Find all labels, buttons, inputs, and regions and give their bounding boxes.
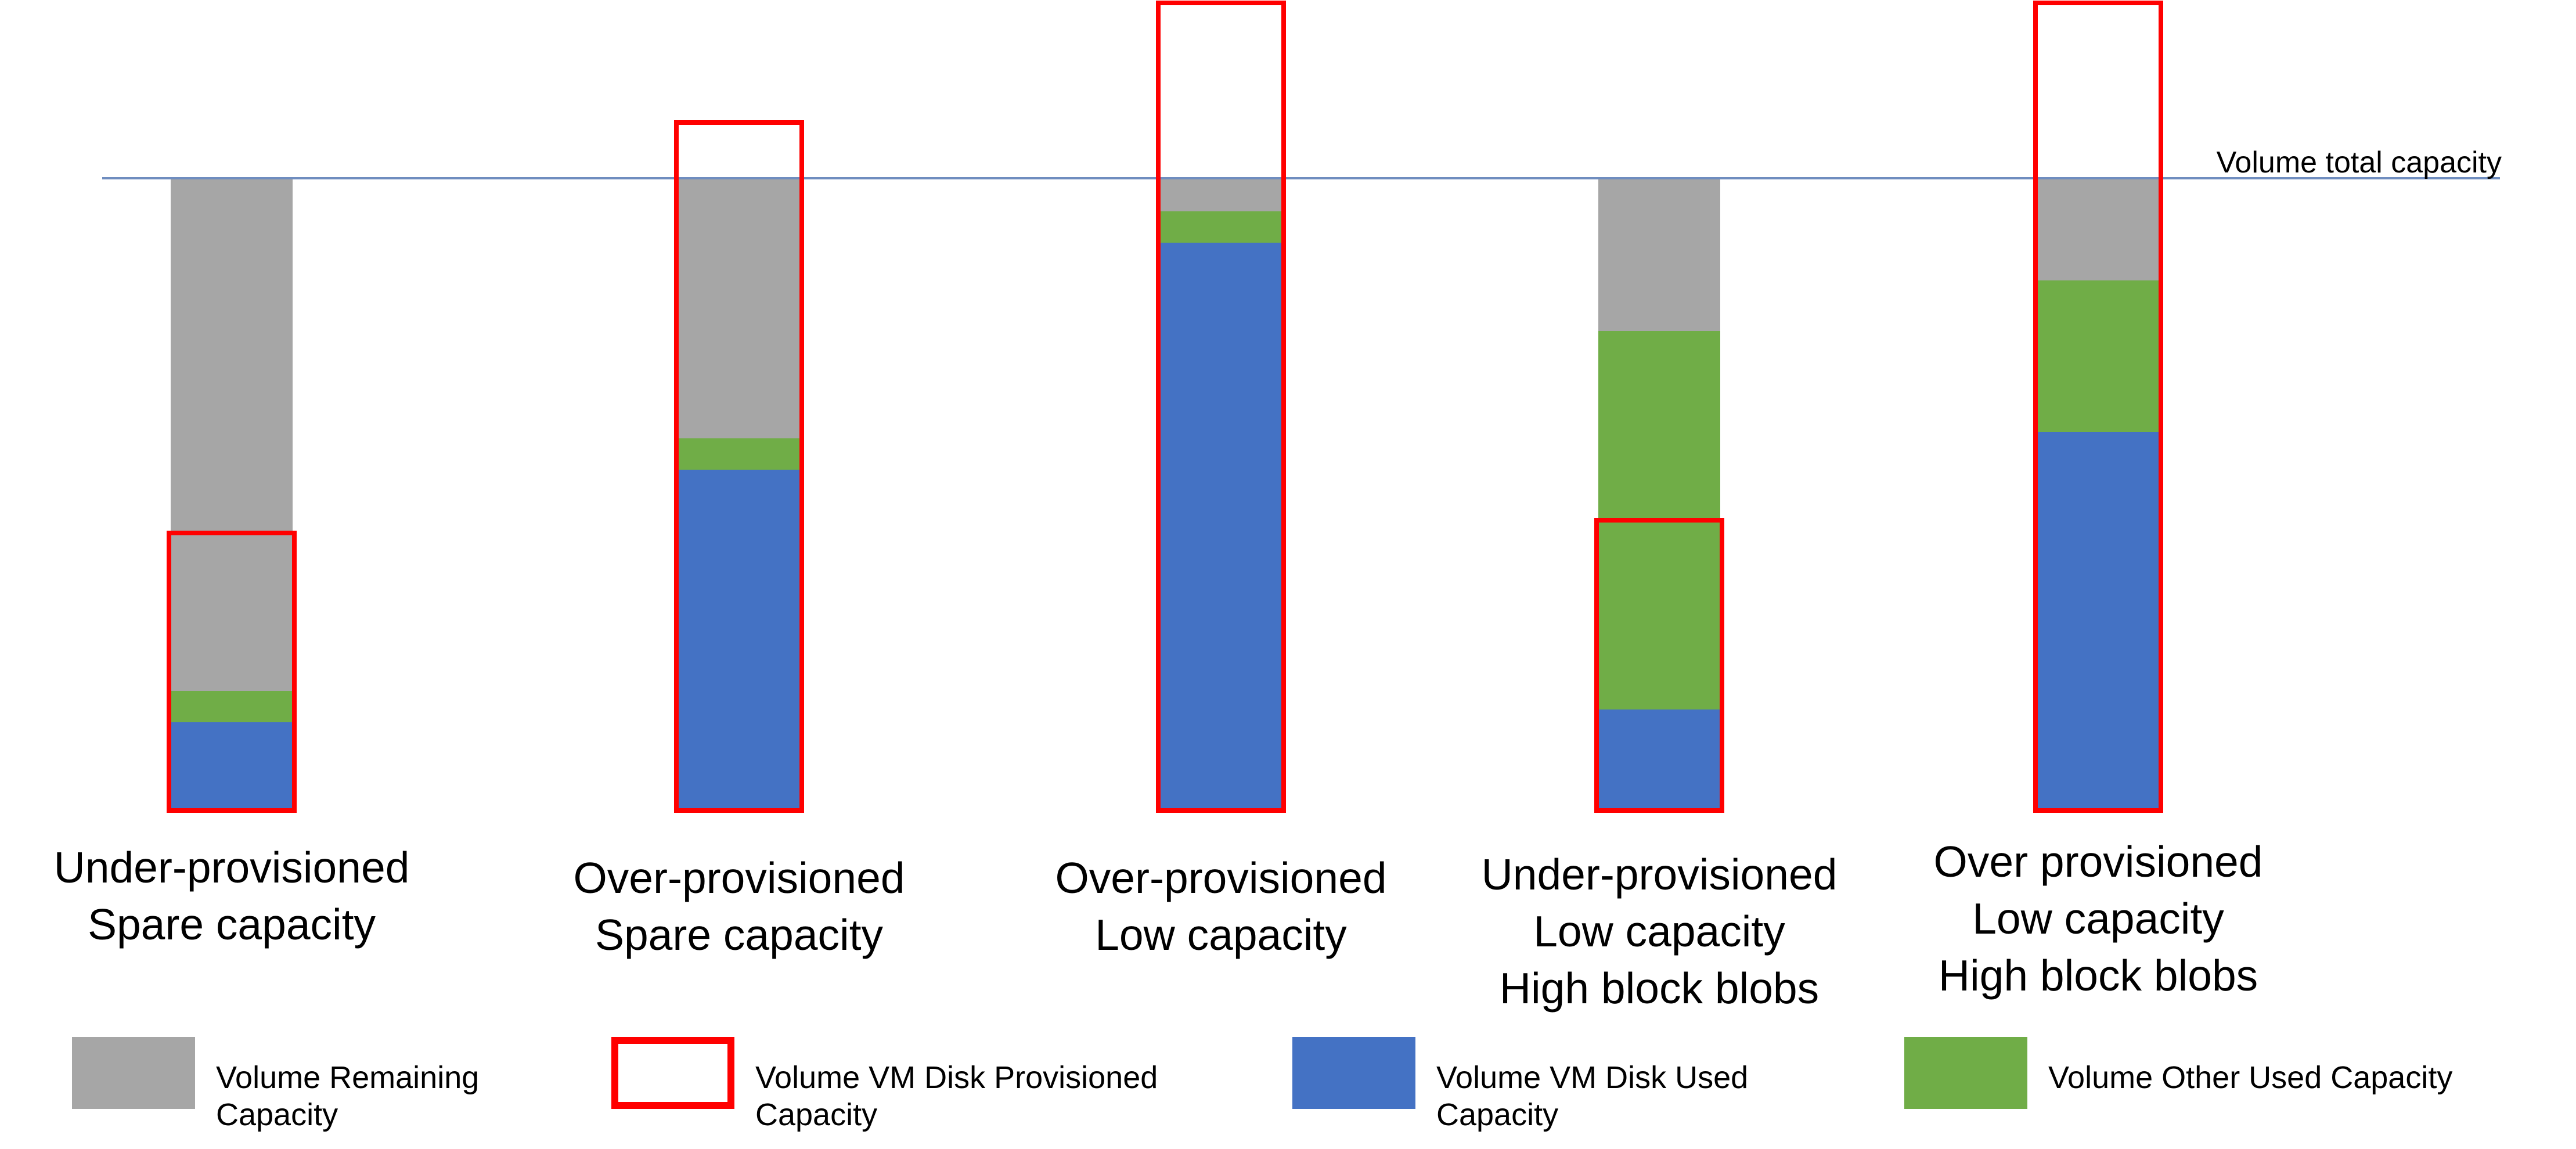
volume-total-capacity-line	[102, 177, 2500, 179]
provisioned-capacity-swatch-icon	[611, 1037, 734, 1109]
bar-5-segment-vm-disk-used	[2037, 432, 2159, 811]
legend-label-provisioned: Volume VM Disk Provisioned Capacity	[755, 1060, 1158, 1132]
legend-label-remaining: Volume Remaining Capacity	[216, 1060, 480, 1132]
legend-item-provisioned: Volume VM Disk Provisioned Capacity	[611, 1037, 1192, 1147]
bar-3-segment-vm-disk-used	[1160, 243, 1282, 811]
bar-5-segment-other-used	[2037, 280, 2159, 432]
bar-1-segment-remaining	[171, 179, 293, 691]
bar-3-segment-remaining	[1160, 179, 1282, 211]
bar-4-provisioned-outline	[1594, 518, 1724, 813]
legend-item-vm-disk-used: Volume VM Disk Used Capacity	[1292, 1037, 1873, 1147]
bar-2-segment-remaining	[678, 179, 800, 438]
bar-2-provisioned-outline	[674, 120, 804, 813]
bar-4-segment-remaining	[1598, 179, 1720, 331]
bar-4-segment-vm-disk-used	[1598, 709, 1720, 811]
bar-label-1: Under-provisioned Spare capacity	[53, 843, 410, 949]
other-used-swatch-icon	[1904, 1037, 2027, 1109]
legend-item-other-used: Volume Other Used Capacity	[1904, 1037, 2485, 1147]
legend-label-vm-disk-used: Volume VM Disk Used Capacity	[1436, 1060, 1749, 1132]
bar-label-5: Over provisioned Low capacity High block…	[1933, 837, 2263, 1000]
vm-disk-used-swatch-icon	[1292, 1037, 1415, 1109]
legend-label-other-used: Volume Other Used Capacity	[2048, 1060, 2453, 1095]
bar-2-segment-vm-disk-used	[678, 470, 800, 811]
volume-total-capacity-label: Volume total capacity	[2216, 146, 2502, 179]
legend-item-remaining: Volume Remaining Capacity	[72, 1037, 653, 1147]
bar-2-segment-other-used	[678, 438, 800, 470]
bar-1-segment-other-used	[171, 691, 293, 722]
bar-5-provisioned-outline	[2033, 1, 2163, 813]
bar-1-provisioned-outline	[167, 531, 297, 813]
bar-5-segment-remaining	[2037, 179, 2159, 280]
remaining-capacity-swatch-icon	[72, 1037, 195, 1109]
bar-3-segment-other-used	[1160, 211, 1282, 243]
bar-label-4: Under-provisioned Low capacity High bloc…	[1481, 850, 1838, 1013]
bar-label-2: Over-provisioned Spare capacity	[573, 853, 905, 959]
bar-label-3: Over-provisioned Low capacity	[1055, 853, 1387, 959]
bar-1-segment-vm-disk-used	[171, 722, 293, 811]
bar-3-provisioned-outline	[1156, 1, 1286, 813]
